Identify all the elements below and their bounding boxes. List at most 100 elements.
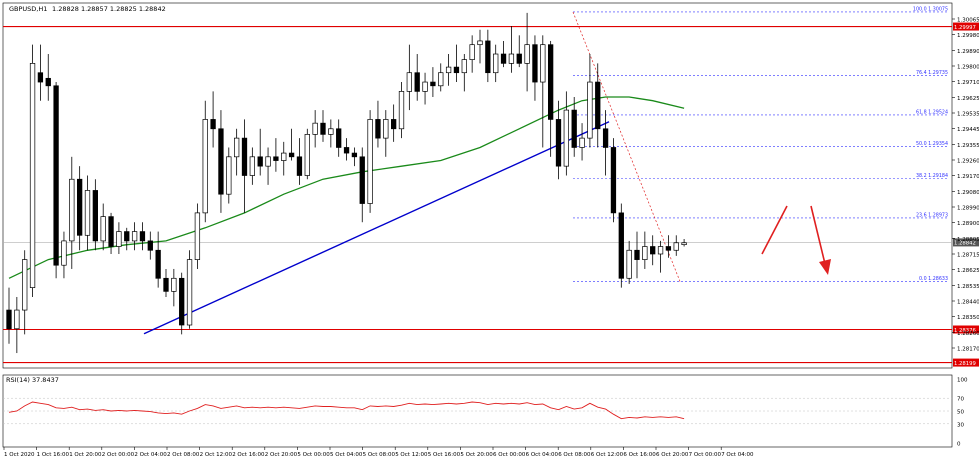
candle-body — [336, 128, 342, 148]
candle-body — [6, 309, 12, 330]
candle-body — [288, 152, 295, 158]
candle-body — [532, 44, 538, 83]
up-arrow-stroke — [761, 205, 788, 255]
down-arrow-stroke — [810, 205, 827, 269]
rsi-scale-label: 50 — [957, 410, 964, 416]
time-tick-label: 5 Oct 00:00 — [297, 452, 330, 458]
candle-body — [618, 212, 624, 279]
candle-body — [351, 152, 358, 158]
candle-body — [226, 156, 232, 195]
time-tick-label: 5 Oct 16:00 — [428, 452, 461, 458]
candle-body — [124, 231, 130, 242]
candle-body — [453, 66, 460, 74]
fib-level-label: 76.4 1.29735 — [916, 70, 948, 76]
candle-body — [343, 147, 350, 154]
candle-body — [367, 119, 373, 204]
candle — [422, 72, 428, 105]
candle-body — [547, 44, 554, 120]
candle — [147, 231, 153, 260]
candle-body — [665, 246, 672, 251]
candle — [320, 110, 326, 142]
time-tick-label: 2 Oct 08:00 — [167, 452, 200, 458]
time-tick-label: 2 Oct 12:00 — [200, 452, 233, 458]
price-tick-label: 1.29080 — [957, 190, 979, 196]
candle — [555, 100, 562, 180]
time-tick-label: 6 Oct 04:00 — [526, 452, 559, 458]
time-tick-label: 6 Oct 08:00 — [558, 452, 591, 458]
candle — [69, 156, 75, 269]
candle — [210, 91, 216, 148]
down-arrow-head — [819, 259, 831, 275]
rsi-label: RSI(14) 37.8437 — [6, 376, 59, 384]
candle — [257, 128, 263, 176]
candle-body — [555, 119, 562, 167]
fib-level-label: 50.0 1.29354 — [916, 141, 948, 147]
time-tick-label: 2 Oct 20:00 — [265, 452, 298, 458]
fibonacci-retracement[interactable]: 100.0 1.30075 76.4 1.29735 61.8 1.29524 50.… — [572, 6, 948, 282]
candle-body — [116, 231, 122, 247]
time-tick-label: 6 Oct 16:00 — [623, 452, 656, 458]
candle — [6, 287, 12, 344]
candle-body — [273, 156, 279, 161]
rsi-scale-label: 70 — [957, 397, 964, 403]
candle-body — [249, 156, 256, 176]
price-axis[interactable]: 1.30065 1.29980 1.29890 1.29800 1.29710 1.296… — [952, 18, 979, 353]
price-tick-label: 1.28900 — [957, 221, 979, 227]
candle — [367, 110, 373, 213]
candle-body — [186, 259, 193, 326]
candle-body — [320, 122, 326, 135]
candle-body — [296, 156, 303, 176]
candle-body — [602, 128, 609, 148]
candle — [328, 119, 334, 148]
candle — [61, 231, 67, 279]
candle-body — [234, 137, 240, 158]
price-tick-label: 1.28715 — [957, 253, 979, 259]
price-tick-label: 1.28625 — [957, 268, 979, 274]
time-tick-label: 7 Oct 00:00 — [689, 452, 722, 458]
fib-level-label: 100.0 1.30075 — [913, 6, 948, 12]
level-price-tag — [953, 325, 979, 334]
candle-body — [650, 246, 656, 255]
candle — [383, 110, 389, 157]
candle-body — [524, 44, 530, 64]
time-tick-label: 5 Oct 12:00 — [395, 452, 428, 458]
candle — [563, 91, 569, 176]
price-tick-label: 1.29445 — [957, 127, 979, 133]
candle-body — [22, 259, 28, 311]
candle — [579, 123, 585, 161]
candle — [76, 166, 83, 251]
candle — [100, 203, 106, 251]
candle — [547, 40, 554, 157]
candle-body — [398, 91, 405, 130]
candle — [37, 44, 44, 101]
time-tick-label: 1 Oct 16:00 — [37, 452, 70, 458]
candle-body — [673, 242, 679, 251]
candle-body — [61, 240, 67, 266]
time-axis[interactable]: 1 Oct 2020 1 Oct 16:00 1 Oct 20:00 2 Oct 00… — [3, 447, 754, 458]
candle — [304, 128, 310, 180]
candle-body — [430, 81, 436, 87]
time-tick-label: 6 Oct 20:00 — [656, 452, 689, 458]
candle — [618, 203, 624, 288]
candle — [336, 119, 342, 157]
candle-body — [540, 44, 546, 83]
candle-body — [131, 231, 138, 242]
price-tick-label: 1.30065 — [957, 18, 979, 24]
candle-body — [375, 119, 381, 139]
candle-body — [29, 63, 36, 288]
candle-body — [241, 137, 248, 176]
candle-body — [500, 53, 507, 64]
price-tick-label: 1.29625 — [957, 96, 979, 102]
candle-body — [642, 246, 648, 260]
time-tick-label: 6 Oct 12:00 — [591, 452, 624, 458]
trendline-layer[interactable] — [143, 121, 610, 335]
candle — [29, 44, 36, 297]
time-tick-label: 6 Oct 00:00 — [493, 452, 526, 458]
candle-body — [391, 119, 397, 130]
candle — [673, 235, 679, 256]
candle-body — [595, 81, 601, 130]
time-tick-label: 5 Oct 04:00 — [330, 452, 363, 458]
current-price-tag — [953, 238, 979, 247]
candle-body — [422, 81, 428, 92]
